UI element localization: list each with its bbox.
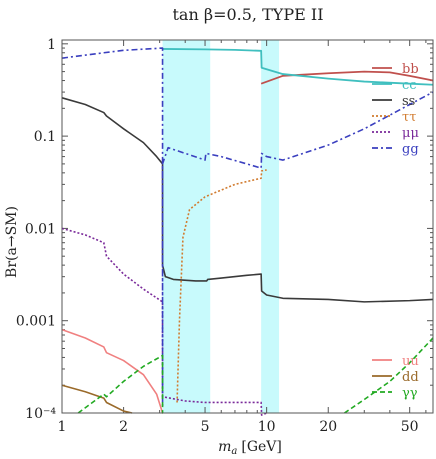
y-tick-label: 0.1 <box>34 129 56 145</box>
x-tick-label: 5 <box>201 419 210 435</box>
legend-label: ττ <box>402 110 416 125</box>
series-line-1 <box>162 48 434 86</box>
shaded-band-0 <box>162 40 211 413</box>
y-tick-label: 0.01 <box>25 221 56 237</box>
x-tick-label: 20 <box>319 419 337 435</box>
y-tick-label: 1 <box>47 37 56 53</box>
y-tick-labels: 1 0.1 0.01 0.001 10⁻⁴ <box>16 37 56 422</box>
series-line-2 <box>61 97 434 303</box>
x-axis-label-unit: [GeV] <box>241 439 282 455</box>
shaded-band-1 <box>261 40 280 413</box>
legend-label: cc <box>402 78 417 93</box>
legend-label: ss <box>402 94 415 109</box>
x-axis-label-sub: a <box>231 446 237 457</box>
series-line-3 <box>176 169 267 403</box>
x-tick-label: 1 <box>58 419 67 435</box>
plot-frame <box>61 39 434 414</box>
legend-label: gg <box>402 142 419 157</box>
x-tick-labels: 1 2 5 10 20 50 <box>58 419 419 435</box>
legend-label: μμ <box>402 126 419 141</box>
y-axis-label: Br(a→SM) <box>4 206 20 278</box>
x-tick-label: 2 <box>119 419 128 435</box>
x-axis-label-main: m <box>218 439 231 455</box>
legend-label: dd <box>402 370 419 385</box>
shaded-bands <box>162 40 280 413</box>
x-axis-label: ma [GeV] <box>218 439 282 457</box>
x-tick-label: 10 <box>258 419 276 435</box>
series-line-8 <box>77 354 164 414</box>
y-tick-label: 10⁻⁴ <box>25 406 56 422</box>
series-line-4 <box>61 227 267 416</box>
chart-title: tan β=0.5, TYPE II <box>172 5 323 24</box>
legend-label: γγ <box>402 386 418 401</box>
series-line-5 <box>61 47 434 407</box>
legend-label: bb <box>402 62 419 77</box>
x-tick-label: 50 <box>401 419 419 435</box>
y-tick-label: 0.001 <box>16 314 56 330</box>
legend-label: uu <box>402 354 419 369</box>
series-line-0 <box>260 70 434 85</box>
series-lines <box>61 47 434 416</box>
series-line-6 <box>61 328 164 414</box>
series-line-7 <box>61 384 133 414</box>
